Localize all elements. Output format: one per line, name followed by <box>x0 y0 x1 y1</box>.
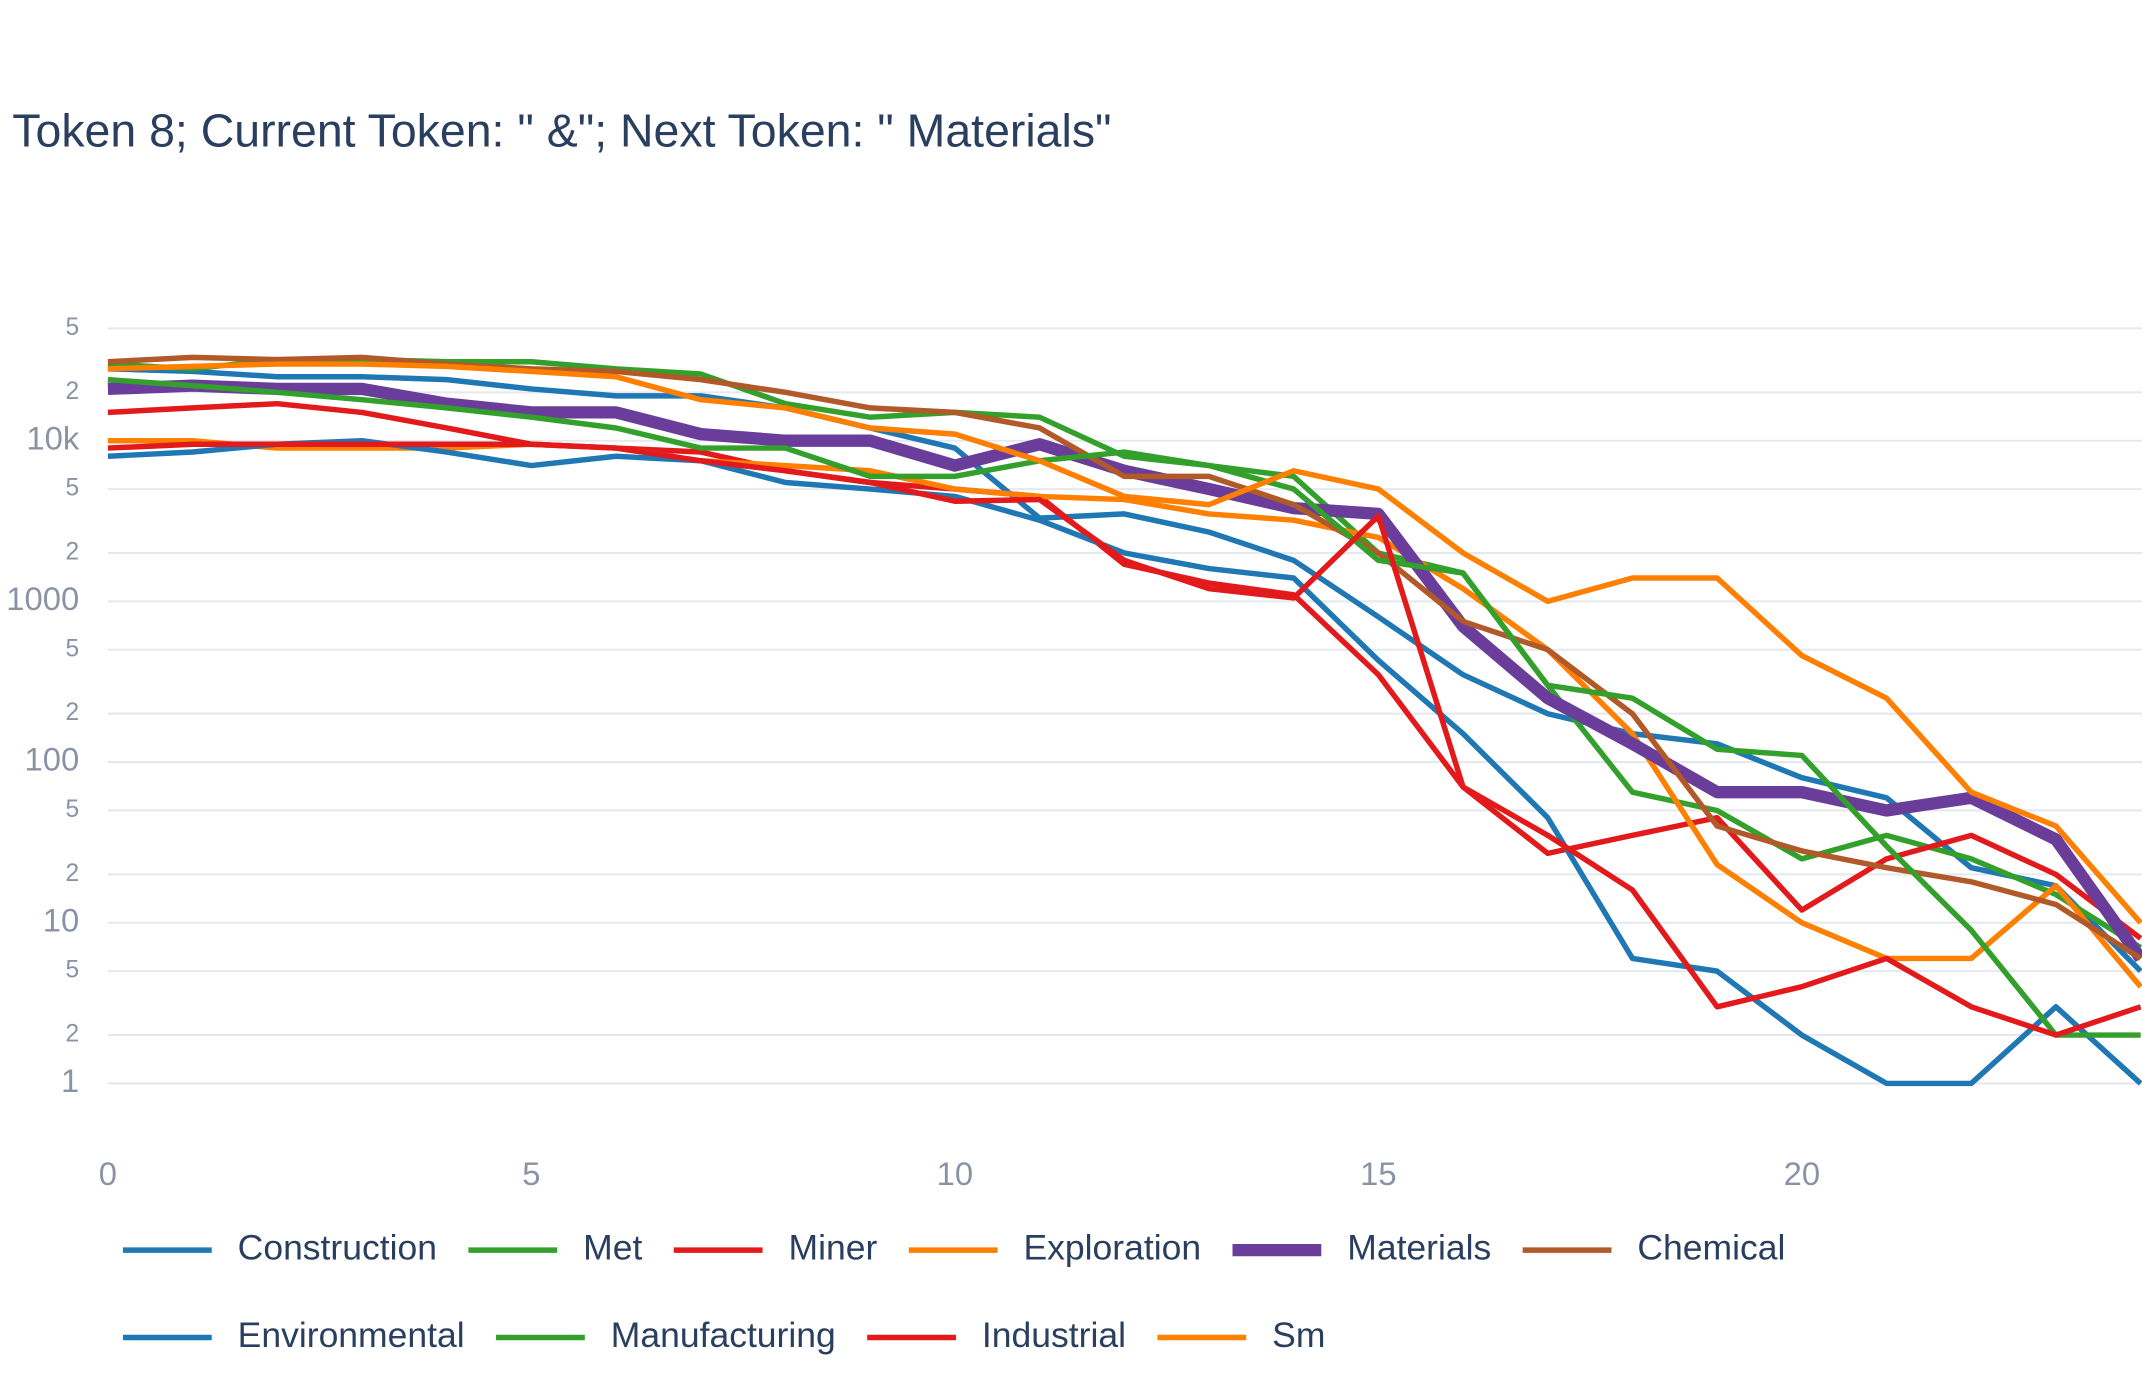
legend-label: Exploration <box>1023 1227 1201 1267</box>
legend-label: Chemical <box>1637 1227 1785 1267</box>
legend-item: Chemical <box>1522 1227 1785 1267</box>
y-tick-label: 1 <box>61 1062 79 1099</box>
y-tick-label: 5 <box>66 796 80 823</box>
y-tick-label: 2 <box>66 1021 80 1048</box>
series-line <box>107 441 2142 1038</box>
x-tick-label: 10 <box>937 1155 973 1192</box>
series-line <box>107 379 2142 962</box>
series-line <box>107 437 2142 1087</box>
series-line <box>107 376 2141 1038</box>
legend-item: Environmental <box>122 1315 465 1355</box>
series-line <box>107 400 2142 941</box>
series-line <box>107 366 2142 974</box>
legend-item: Exploration <box>908 1227 1201 1267</box>
legend-label: Environmental <box>238 1315 465 1355</box>
y-tick-label: 5 <box>66 957 80 984</box>
legend-item: Manufacturing <box>496 1315 836 1355</box>
y-tick-label: 10 <box>43 901 79 938</box>
y-tick-label: 1000 <box>6 580 79 617</box>
y-tick-label: 2 <box>66 860 80 887</box>
legend-label: Materials <box>1347 1227 1491 1267</box>
x-tick-label: 15 <box>1360 1155 1396 1192</box>
legend-item: Construction <box>122 1227 437 1267</box>
x-tick-label: 5 <box>522 1155 540 1192</box>
legend-item: Met <box>468 1227 642 1267</box>
y-tick-label: 2 <box>66 539 80 566</box>
legend-item: Sm <box>1157 1315 1325 1355</box>
x-tick-label: 20 <box>1784 1155 1820 1192</box>
legend-label: Sm <box>1272 1315 1325 1355</box>
legend-label: Manufacturing <box>611 1315 836 1355</box>
y-tick-label: 5 <box>66 635 80 662</box>
x-tick-label: 0 <box>99 1155 117 1192</box>
legend-item: Miner <box>673 1227 878 1267</box>
y-tick-label: 2 <box>66 699 80 726</box>
legend-label: Miner <box>789 1227 878 1267</box>
series-line <box>107 361 2142 925</box>
chart-title: Token 8; Current Token: " &"; Next Token… <box>12 104 1111 156</box>
grid <box>107 327 2142 1085</box>
y-tick-label: 5 <box>66 475 80 502</box>
series-line <box>107 437 2142 989</box>
legend-label: Met <box>583 1227 642 1267</box>
y-tick-label: 100 <box>25 741 80 778</box>
y-tick-label: 10k <box>26 419 79 456</box>
legend-item: Industrial <box>867 1315 1126 1355</box>
y-tick-label: 2 <box>66 378 80 405</box>
legend-label: Industrial <box>982 1315 1126 1355</box>
y-tick-label: 5 <box>66 314 80 341</box>
legend-label: Construction <box>238 1227 437 1267</box>
legend-item: Materials <box>1232 1227 1491 1267</box>
